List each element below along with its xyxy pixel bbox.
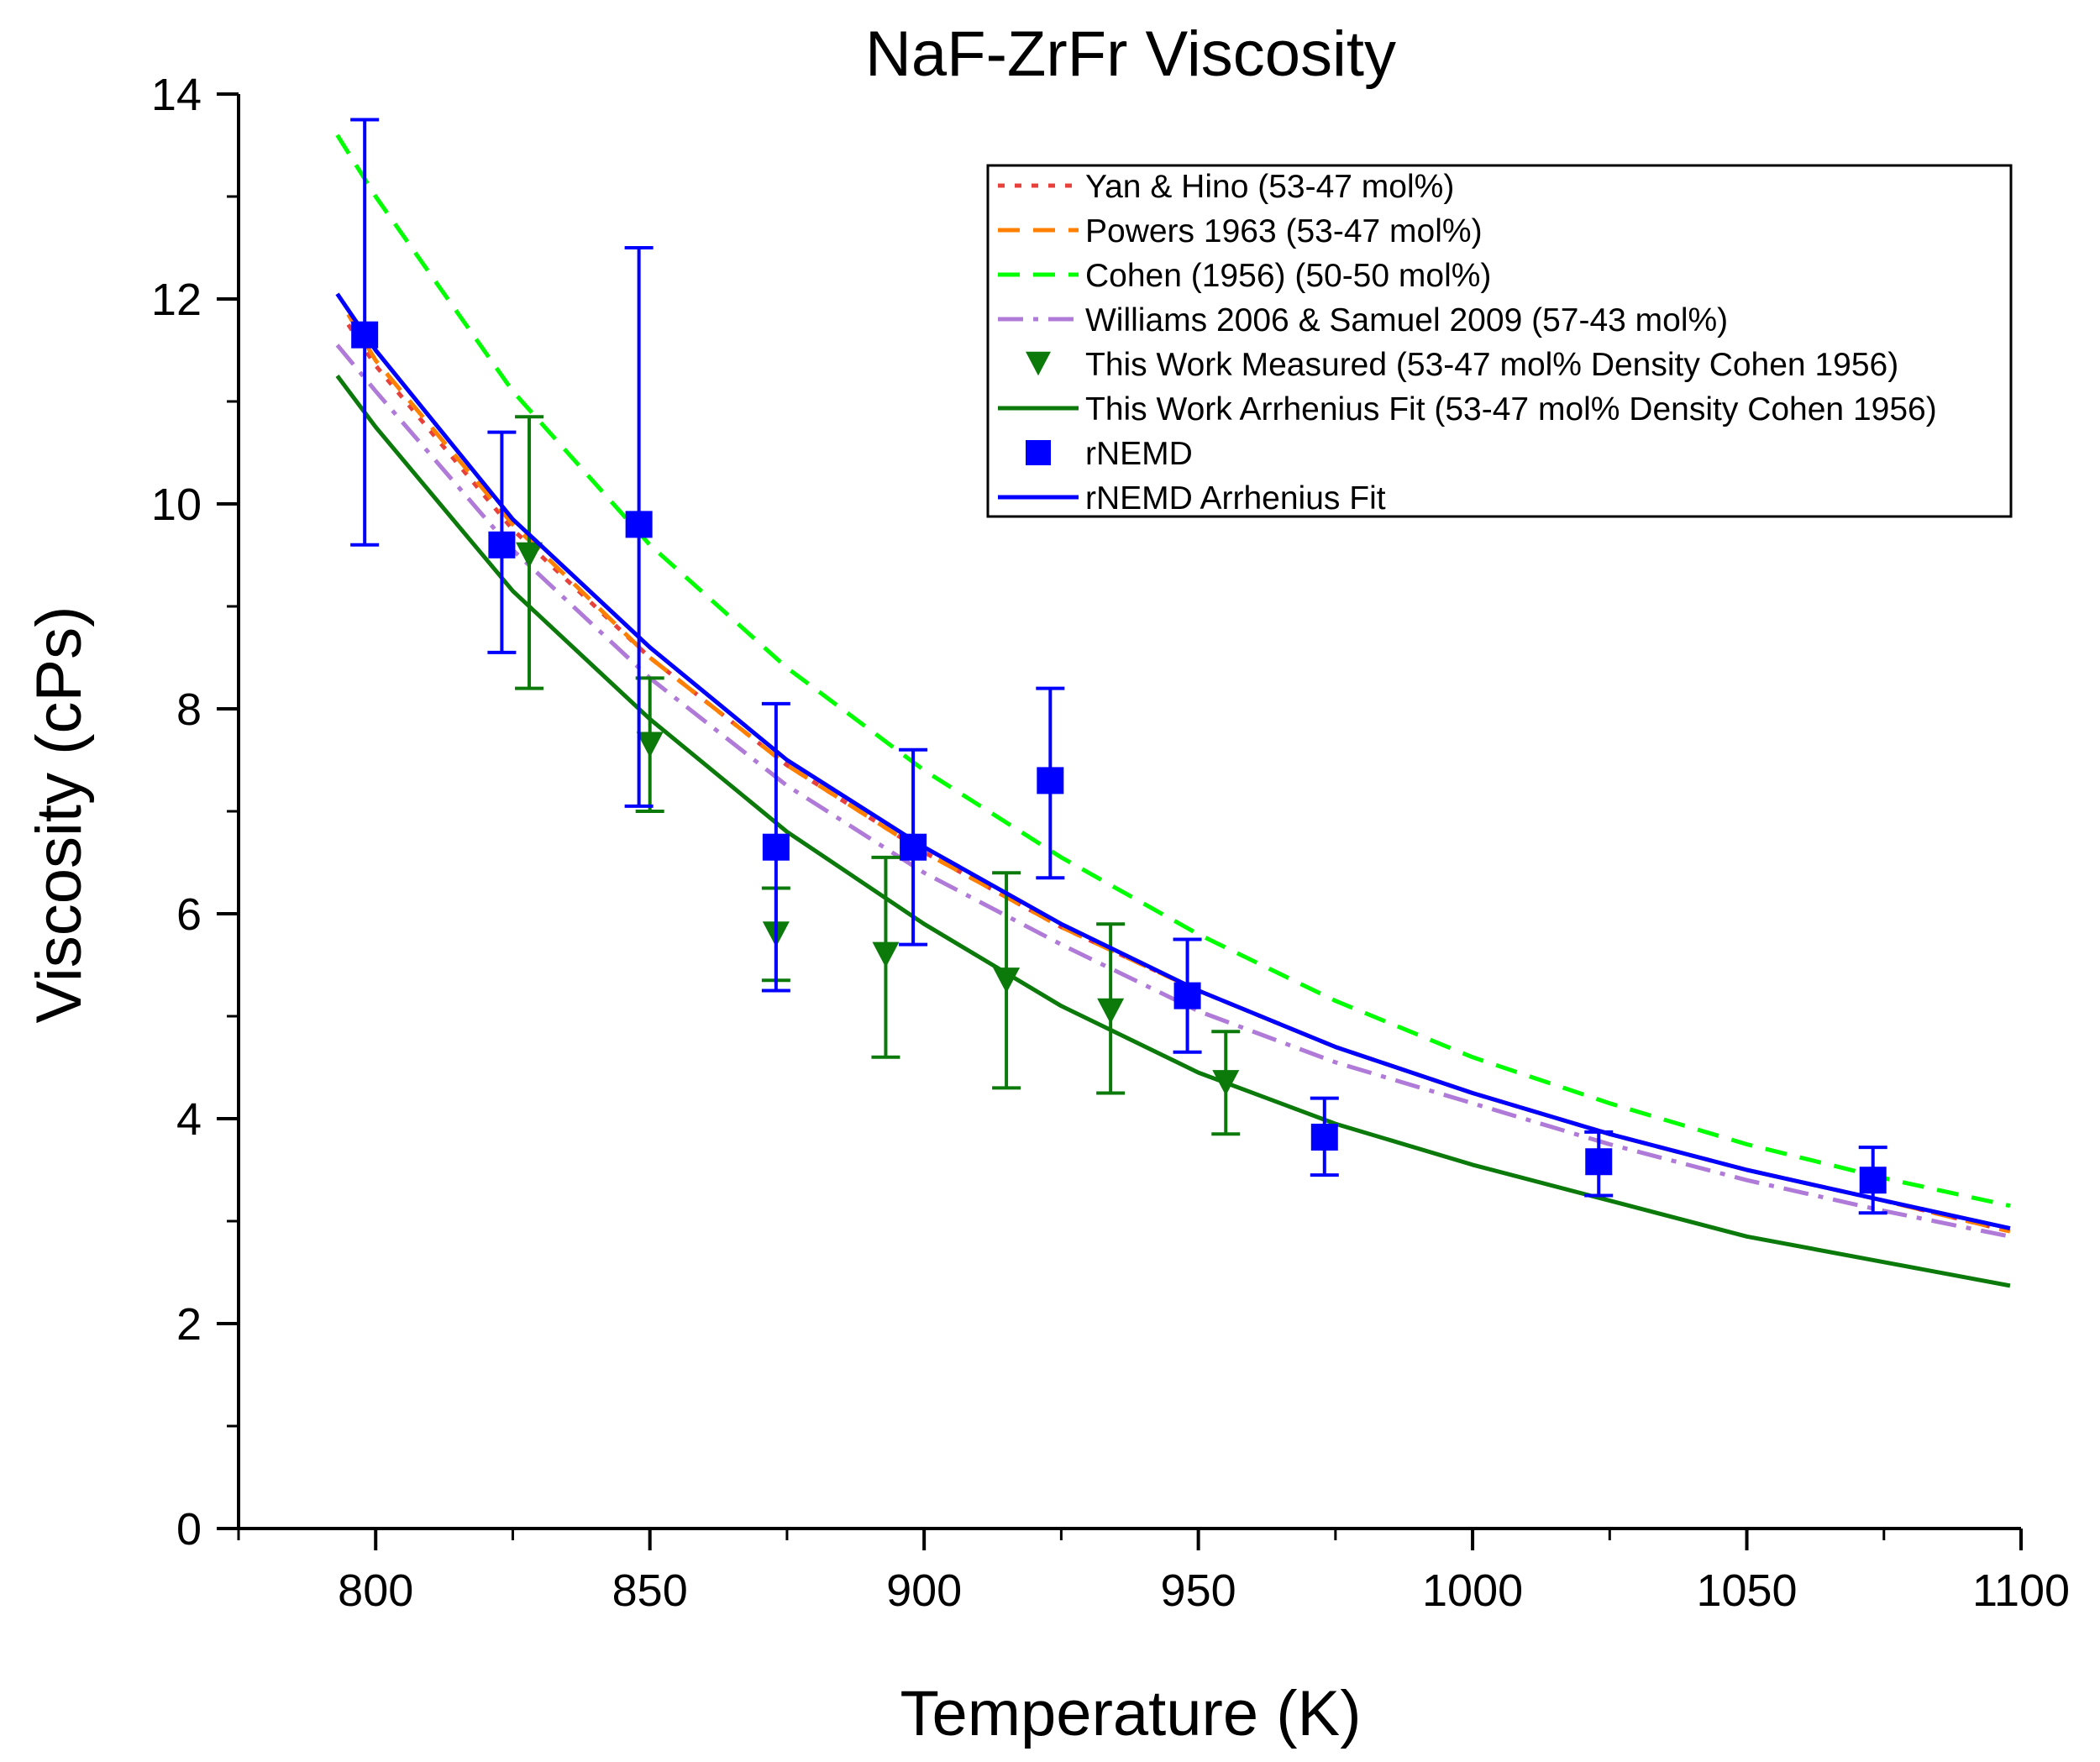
data-point	[762, 833, 790, 861]
y-axis-label: Viscosity (cPs)	[24, 606, 95, 1024]
x-tick-label: 800	[338, 1565, 413, 1616]
legend-label: This Work Arrhenius Fit (53-47 mol% Dens…	[1085, 391, 1937, 427]
y-tick-label: 0	[176, 1504, 202, 1555]
legend-marker	[1026, 440, 1051, 465]
series-cohen-1956-50-50-mol	[335, 134, 2011, 1209]
series-williams-2006-samuel-2009-57-43-mol	[335, 343, 2011, 1239]
data-point	[516, 542, 543, 569]
legend-label: This Work Measured (53-47 mol% Density C…	[1085, 347, 1898, 383]
x-tick-label: 900	[886, 1565, 962, 1616]
legend-item: This Work Measured (53-47 mol% Density C…	[1026, 347, 1898, 383]
legend-label: Powers 1963 (53-47 mol%)	[1085, 213, 1483, 249]
series-line	[335, 292, 2011, 1230]
data-point	[993, 968, 1021, 994]
x-tick-label: 1050	[1696, 1565, 1797, 1616]
legend-item: Yan & Hino (53-47 mol%)	[998, 169, 1454, 205]
legend-label: Cohen (1956) (50-50 mol%)	[1085, 258, 1491, 294]
y-tick-label: 10	[151, 480, 202, 530]
series-rnemd-arrhenius-fit	[335, 292, 2011, 1230]
legend-label: rNEMD Arrhenius Fit	[1085, 480, 1386, 517]
data-point	[1097, 998, 1125, 1025]
legend-label: Yan & Hino (53-47 mol%)	[1085, 169, 1454, 205]
y-tick-label: 4	[176, 1094, 202, 1145]
data-point	[1585, 1148, 1613, 1176]
series-line	[335, 134, 2011, 1209]
legend-item: rNEMD	[1026, 436, 1193, 472]
legend-item: rNEMD Arrhenius Fit	[998, 480, 1386, 517]
data-point	[1037, 767, 1064, 794]
y-tick-label: 2	[176, 1299, 202, 1350]
legend-box	[986, 164, 2013, 518]
axes: 800 850 900 950 1000 1050 1100 0 2 4 6 8 10 12 14	[151, 70, 2070, 1616]
legend-label: Williams 2006 & Samuel 2009 (57-43 mol%)	[1085, 302, 1728, 338]
legend-marker	[1026, 351, 1051, 376]
chart-title: NaF-ZrFr Viscosity	[865, 18, 1396, 90]
data-point	[1859, 1167, 1887, 1194]
legend-item: Williams 2006 & Samuel 2009 (57-43 mol%)	[998, 302, 1728, 338]
data-point	[1310, 1123, 1338, 1151]
x-tick-label: 1100	[1972, 1565, 2070, 1616]
series-this-work-measured-53-47-mol-density-cohen-1956	[515, 415, 1241, 1136]
plot-area	[335, 118, 2011, 1288]
legend-label: rNEMD	[1085, 436, 1193, 472]
x-axis-label: Temperature (K)	[900, 1678, 1361, 1749]
y-tick-label: 12	[151, 275, 202, 325]
series-rnemd	[350, 118, 1887, 1215]
data-point	[636, 732, 664, 758]
y-tick-label: 14	[151, 70, 202, 120]
y-tick-label: 8	[176, 684, 202, 735]
x-tick-label: 850	[612, 1565, 688, 1616]
legend-item: This Work Arrhenius Fit (53-47 mol% Dens…	[998, 391, 1937, 427]
series-line	[335, 343, 2011, 1239]
series-line	[335, 375, 2011, 1288]
y-tick-label: 6	[176, 889, 202, 940]
legend-item: Cohen (1956) (50-50 mol%)	[998, 258, 1491, 294]
legend: Yan & Hino (53-47 mol%) Powers 1963 (53-4…	[986, 164, 2013, 518]
x-tick-label: 1000	[1422, 1565, 1523, 1616]
data-point	[488, 531, 516, 558]
legend-item: Powers 1963 (53-47 mol%)	[998, 213, 1483, 249]
series-this-work-arrhenius-fit-53-47-mol-density-cohen-1956	[335, 375, 2011, 1288]
data-point	[625, 511, 653, 538]
x-tick-label: 950	[1161, 1565, 1236, 1616]
data-point	[872, 941, 900, 968]
